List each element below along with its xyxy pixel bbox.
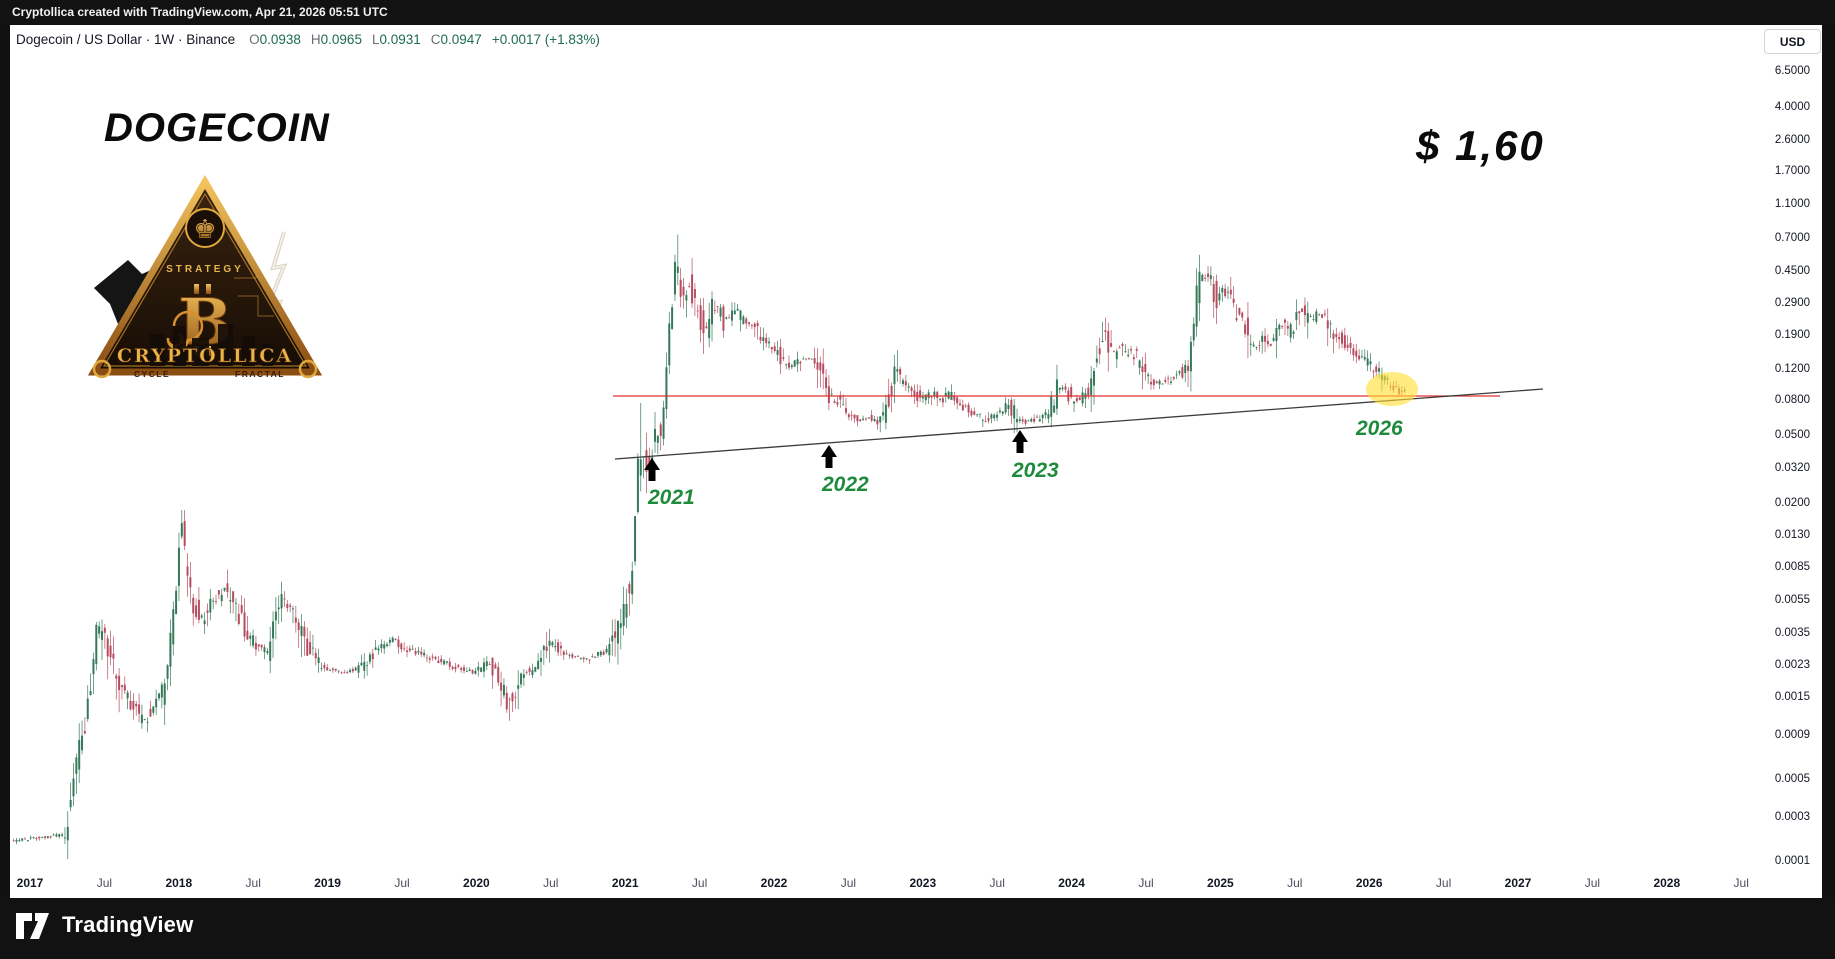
symbol-title[interactable]: Dogecoin / US Dollar · 1W · Binance	[16, 31, 236, 47]
price-tick-label: 0.0015	[1774, 690, 1810, 703]
time-tick-label: 2027	[1504, 876, 1532, 890]
time-tick-label: Jul	[543, 876, 559, 890]
high-label: H	[310, 31, 321, 47]
time-tick-label: Jul	[1287, 876, 1303, 890]
time-tick-label: Jul	[1584, 876, 1601, 890]
year-annotation-2022[interactable]: 2022	[822, 473, 869, 496]
change-value: +0.0017 (+1.83%)	[491, 31, 600, 47]
low-value: L0.0931	[371, 31, 421, 47]
price-tick-label: 0.2900	[1774, 297, 1810, 310]
price-tick-label: 0.0200	[1774, 497, 1810, 510]
time-tick-label: Jul	[245, 876, 261, 890]
price-tick-label: 0.0001	[1774, 855, 1810, 867]
price-tick-label: 2.6000	[1774, 133, 1810, 146]
time-tick-label: 2025	[1207, 876, 1234, 890]
time-tick-label: 2022	[760, 876, 788, 890]
tradingview-logo-text: TradingView	[62, 912, 194, 937]
time-tick-label: 2023	[909, 876, 937, 890]
pyramid-icon	[87, 175, 323, 376]
time-tick-label: Jul	[1435, 876, 1452, 890]
open-value: O0.0938	[249, 31, 301, 47]
monolith-icon	[262, 344, 273, 366]
chart-title-text[interactable]: DOGECOIN	[104, 106, 330, 150]
low-label: L	[371, 31, 380, 47]
year-annotation-2023[interactable]: 2023	[1012, 459, 1059, 482]
close-value: C0.0947	[430, 31, 482, 47]
year-annotation-2026[interactable]: 2026	[1356, 417, 1403, 440]
monolith-icon	[150, 334, 165, 366]
price-tick-label: 4.0000	[1774, 101, 1810, 114]
time-tick-label: 2018	[165, 876, 193, 890]
price-tick-label: 0.0800	[1774, 393, 1810, 406]
footer-bar	[0, 898, 1835, 959]
time-tick-label: 2026	[1355, 876, 1383, 890]
time-tick-label: 2019	[314, 876, 341, 890]
price-tick-label: 1.7000	[1774, 165, 1810, 178]
time-tick-label: Jul	[96, 876, 113, 890]
logo-brand-text: CRYPTOLLICA	[117, 345, 293, 367]
ohlc-values: O0.0938 H0.0965 L0.0931 C0.0947 +0.0017 …	[249, 32, 600, 47]
time-tick-label: Jul	[1138, 876, 1154, 890]
watermark-bar: Cryptollica created with TradingView.com…	[0, 0, 1835, 25]
tradingview-logo[interactable]: TradingView	[14, 910, 193, 940]
candlesticks	[12, 234, 1406, 859]
close-label: C	[430, 31, 441, 47]
price-tick-label: 0.4500	[1774, 264, 1810, 277]
chess-king-icon: ♚	[193, 215, 216, 245]
up-arrow-icon[interactable]	[821, 445, 837, 468]
price-tick-label: 0.7000	[1774, 231, 1810, 244]
price-tick-label: 0.0130	[1774, 529, 1810, 542]
price-tick-label: 0.0009	[1774, 728, 1810, 741]
price-tick-label: 0.0085	[1774, 561, 1810, 574]
time-tick-label: Jul	[394, 876, 410, 890]
chart-pane	[10, 25, 1822, 898]
price-tick-label: 0.0003	[1774, 810, 1810, 823]
highlight-ellipse[interactable]	[1366, 372, 1418, 406]
time-tick-label: Jul	[691, 876, 708, 890]
up-arrow-icon[interactable]	[1012, 430, 1028, 453]
time-tick-label: 2021	[611, 876, 639, 890]
price-tick-label: 0.0005	[1774, 772, 1810, 785]
symbol-info-row: Dogecoin / US Dollar · 1W · Binance O0.0…	[16, 29, 600, 49]
watermark-text: Cryptollica created with TradingView.com…	[12, 5, 388, 19]
price-tick-label: 1.1000	[1774, 197, 1810, 210]
time-tick-label: 2028	[1653, 876, 1681, 890]
time-tick-label: Jul	[840, 876, 857, 890]
time-tick-label: Jul	[1733, 876, 1749, 890]
logo-fractal-text: FRACTAL	[235, 369, 285, 379]
currency-button[interactable]: USD	[1764, 29, 1821, 54]
logo-strategy-text: STRATEGY	[166, 264, 244, 275]
price-target-text[interactable]: $ 1,60	[1416, 122, 1545, 169]
time-tick-label: Jul	[989, 876, 1005, 890]
chess-king-emblem	[185, 208, 225, 248]
price-tick-label: 0.0500	[1774, 428, 1810, 441]
monolith-icon	[218, 324, 233, 366]
price-tick-label: 0.1200	[1774, 363, 1810, 376]
monolith-icon	[242, 336, 255, 366]
price-tick-label: 0.0055	[1774, 593, 1810, 606]
logo-cycle-text: CYCLE	[134, 369, 170, 379]
high-value: H0.0965	[310, 31, 362, 47]
price-tick-label: 0.0320	[1774, 462, 1810, 475]
price-tick-label: 0.0035	[1774, 627, 1810, 640]
time-tick-label: 2017	[16, 876, 44, 890]
price-tick-label: 0.0023	[1774, 658, 1810, 671]
monolith-icon	[173, 326, 186, 366]
tradingview-logo-icon	[16, 913, 49, 939]
price-tick-label: 6.5000	[1774, 65, 1810, 78]
year-annotation-2021[interactable]: 2021	[648, 486, 695, 509]
up-arrow-icon[interactable]	[644, 458, 660, 481]
open-label: O	[249, 31, 260, 47]
monolith-icon	[192, 338, 209, 366]
time-tick-label: 2024	[1058, 876, 1085, 890]
time-tick-label: 2020	[463, 876, 490, 890]
price-tick-label: 0.1900	[1774, 329, 1810, 342]
